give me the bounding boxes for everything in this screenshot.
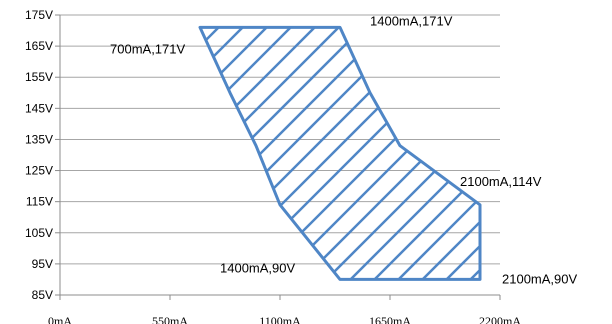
y-tick-labels: 85V 95V 105V 115V 125V 135V 145V 155V 165V 175V xyxy=(25,8,53,302)
y-tick-label-0: 85V xyxy=(32,288,53,302)
y-tick-label-1: 95V xyxy=(32,257,53,271)
hatch-line-13 xyxy=(200,27,343,280)
x-tick-label-2: 1100mA xyxy=(259,314,301,324)
hatch-line-37 xyxy=(588,0,612,324)
hatch-line-27 xyxy=(347,27,480,280)
hatch-line-14 xyxy=(200,27,367,280)
hatch-line-12 xyxy=(200,27,319,280)
y-tick-label-5: 135V xyxy=(25,132,53,146)
operating-region-outline xyxy=(198,25,482,281)
hatch-line-11 xyxy=(200,27,295,280)
y-tick-label-6: 145V xyxy=(25,101,53,115)
annotation-label-1: 1400mA,171V xyxy=(370,13,453,28)
hatch-line-10 xyxy=(200,27,271,280)
axes xyxy=(55,14,501,300)
y-tick-label-9: 175V xyxy=(25,8,53,22)
y-tick-label-7: 155V xyxy=(25,70,53,84)
hatch-line-4 xyxy=(0,0,126,324)
hatch-line-26 xyxy=(323,27,480,280)
y-tick-label-8: 165V xyxy=(25,39,53,53)
x-tick-label-4: 2200mA xyxy=(479,314,521,324)
annotation-label-0: 700mA,171V xyxy=(110,41,185,56)
y-tick-label-4: 125V xyxy=(25,164,53,178)
y-tick-label-3: 115V xyxy=(26,195,53,209)
annotation-label-3: 1400mA,90V xyxy=(220,260,295,275)
hatch-line-28 xyxy=(371,27,480,280)
annotations: 700mA,171V 1400mA,171V 2100mA,114V 1400mA,9… xyxy=(110,13,577,286)
y-tick-label-2: 105V xyxy=(25,226,53,240)
annotation-label-4: 2100mA,90V xyxy=(502,271,577,286)
x-tick-label-3: 1650mA xyxy=(369,314,411,324)
x-tick-label-1: 550mA xyxy=(152,314,188,324)
annotation-label-2: 2100mA,114V xyxy=(460,174,542,189)
hatch-line-29 xyxy=(395,27,480,280)
x-tick-labels: 0mA 550mA 1100mA 1650mA 2200mA xyxy=(48,314,521,324)
x-tick-label-0: 0mA xyxy=(48,314,72,324)
hatch-line-30 xyxy=(419,27,480,280)
hatch-line-19 xyxy=(200,27,480,280)
